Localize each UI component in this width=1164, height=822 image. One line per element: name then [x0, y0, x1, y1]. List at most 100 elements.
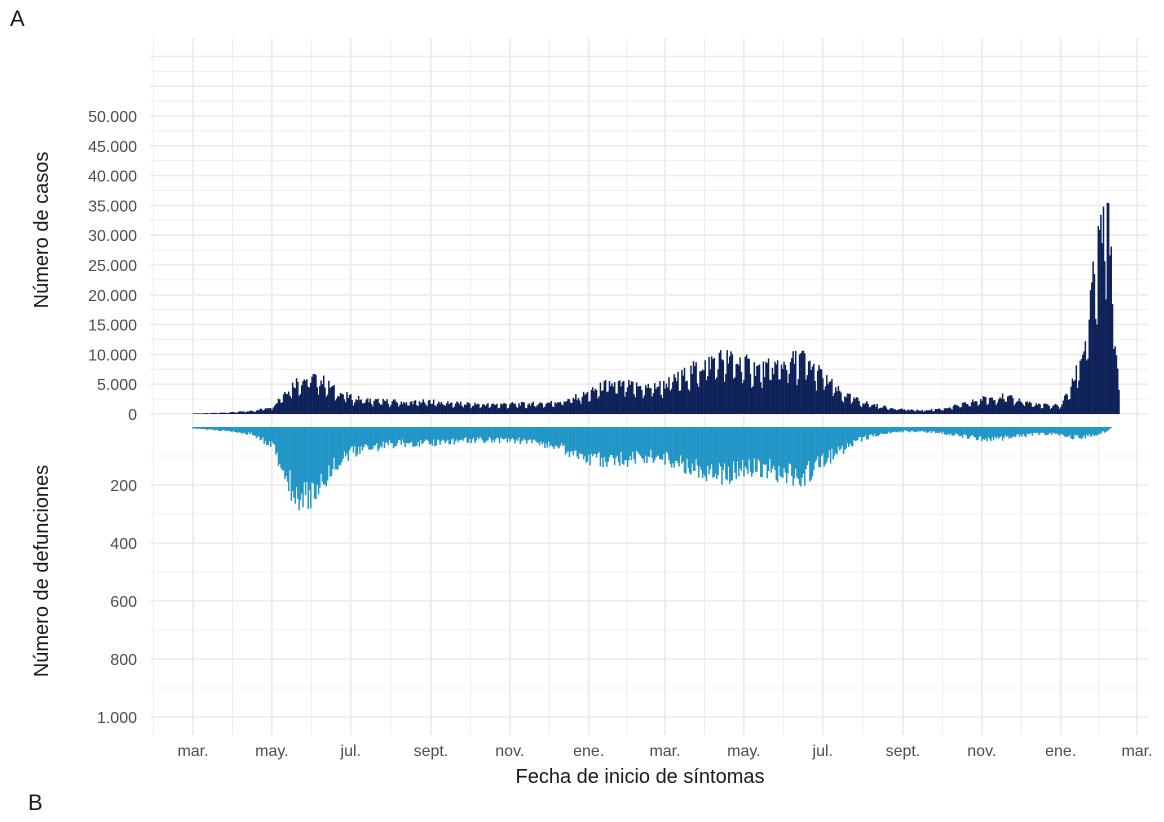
case-bar [363, 403, 365, 414]
death-bar [1013, 427, 1015, 437]
case-bar [355, 399, 357, 414]
death-bar [939, 427, 942, 432]
death-bar [903, 427, 906, 431]
case-bar [488, 408, 490, 414]
death-bar [628, 427, 630, 461]
case-bar [804, 353, 806, 414]
case-bar [654, 383, 656, 414]
case-bar [524, 407, 527, 414]
case-bar [879, 407, 881, 414]
death-bar [285, 427, 287, 476]
case-bar [642, 398, 644, 414]
death-bar [886, 427, 889, 434]
case-bar [866, 401, 868, 414]
case-bar [810, 370, 812, 414]
case-bar [838, 390, 841, 414]
case-bar [201, 413, 203, 414]
case-bar [921, 409, 924, 414]
death-bar [515, 427, 518, 440]
case-bar [910, 409, 912, 414]
case-bar [775, 364, 778, 414]
death-bar [1105, 427, 1107, 432]
case-bar [409, 402, 412, 414]
cases-y-tick-label: 5.000 [97, 377, 137, 394]
death-bar [714, 427, 717, 474]
case-bar [820, 369, 823, 414]
death-bar [946, 427, 948, 435]
case-bar [317, 394, 320, 414]
case-bar [722, 360, 725, 414]
case-bar [223, 412, 225, 414]
case-bar [277, 398, 280, 414]
case-bar [416, 405, 418, 414]
case-bar [511, 402, 514, 414]
case-bar [383, 400, 386, 414]
case-bar [741, 383, 744, 414]
case-bar [868, 407, 871, 414]
case-bar [504, 403, 506, 414]
death-bar [729, 427, 731, 484]
case-bar [638, 386, 640, 414]
x-tick-label: sept. [414, 743, 449, 760]
death-bar [412, 427, 414, 447]
case-bar [977, 405, 979, 414]
death-bar [1109, 427, 1111, 429]
case-bar [419, 403, 422, 414]
death-bar [294, 427, 297, 504]
death-bar [970, 427, 973, 436]
case-bar [842, 402, 845, 414]
death-bar [449, 427, 452, 445]
case-bar [928, 410, 930, 414]
death-bar [798, 427, 801, 485]
case-bar [1102, 206, 1105, 414]
case-bar [341, 393, 343, 414]
case-bar [973, 402, 975, 414]
case-bar [824, 386, 827, 414]
case-bar [476, 403, 479, 414]
case-bar [435, 406, 437, 414]
case-bar [262, 410, 264, 414]
case-bar [877, 408, 880, 414]
death-bar [382, 427, 384, 442]
case-bar [1110, 246, 1112, 414]
death-bar [687, 427, 690, 468]
death-bar [1054, 427, 1057, 434]
death-bar [898, 427, 900, 432]
death-bar [302, 427, 304, 508]
case-bar [432, 399, 435, 414]
case-bar [822, 378, 824, 414]
death-bar [924, 427, 926, 432]
case-bar [1079, 360, 1081, 414]
case-bar [194, 413, 197, 414]
death-bar [647, 427, 650, 457]
case-bar [484, 406, 487, 414]
case-bar [222, 412, 224, 414]
death-bar [879, 427, 881, 435]
case-bar [805, 379, 807, 414]
case-bar [960, 407, 962, 414]
death-bar [1101, 427, 1103, 432]
death-bar [1093, 427, 1096, 437]
case-bar [633, 394, 635, 414]
death-bar [1106, 427, 1109, 432]
case-bar [510, 402, 512, 414]
case-bar [391, 401, 393, 414]
case-bar [330, 386, 333, 414]
case-bar [207, 413, 210, 415]
death-bar [1097, 427, 1100, 435]
case-bar [359, 400, 361, 414]
case-bar [487, 403, 489, 414]
death-bar [325, 427, 328, 487]
case-bar [564, 401, 567, 414]
death-bar [756, 427, 758, 473]
case-bar [364, 402, 366, 414]
death-bar [337, 427, 339, 470]
death-bar [273, 427, 276, 445]
death-bar [194, 427, 197, 429]
death-bar [897, 427, 899, 432]
case-bar [650, 388, 652, 414]
case-bar [377, 398, 379, 414]
death-bar [938, 427, 940, 434]
death-bar [290, 427, 293, 501]
death-bar [328, 427, 330, 466]
